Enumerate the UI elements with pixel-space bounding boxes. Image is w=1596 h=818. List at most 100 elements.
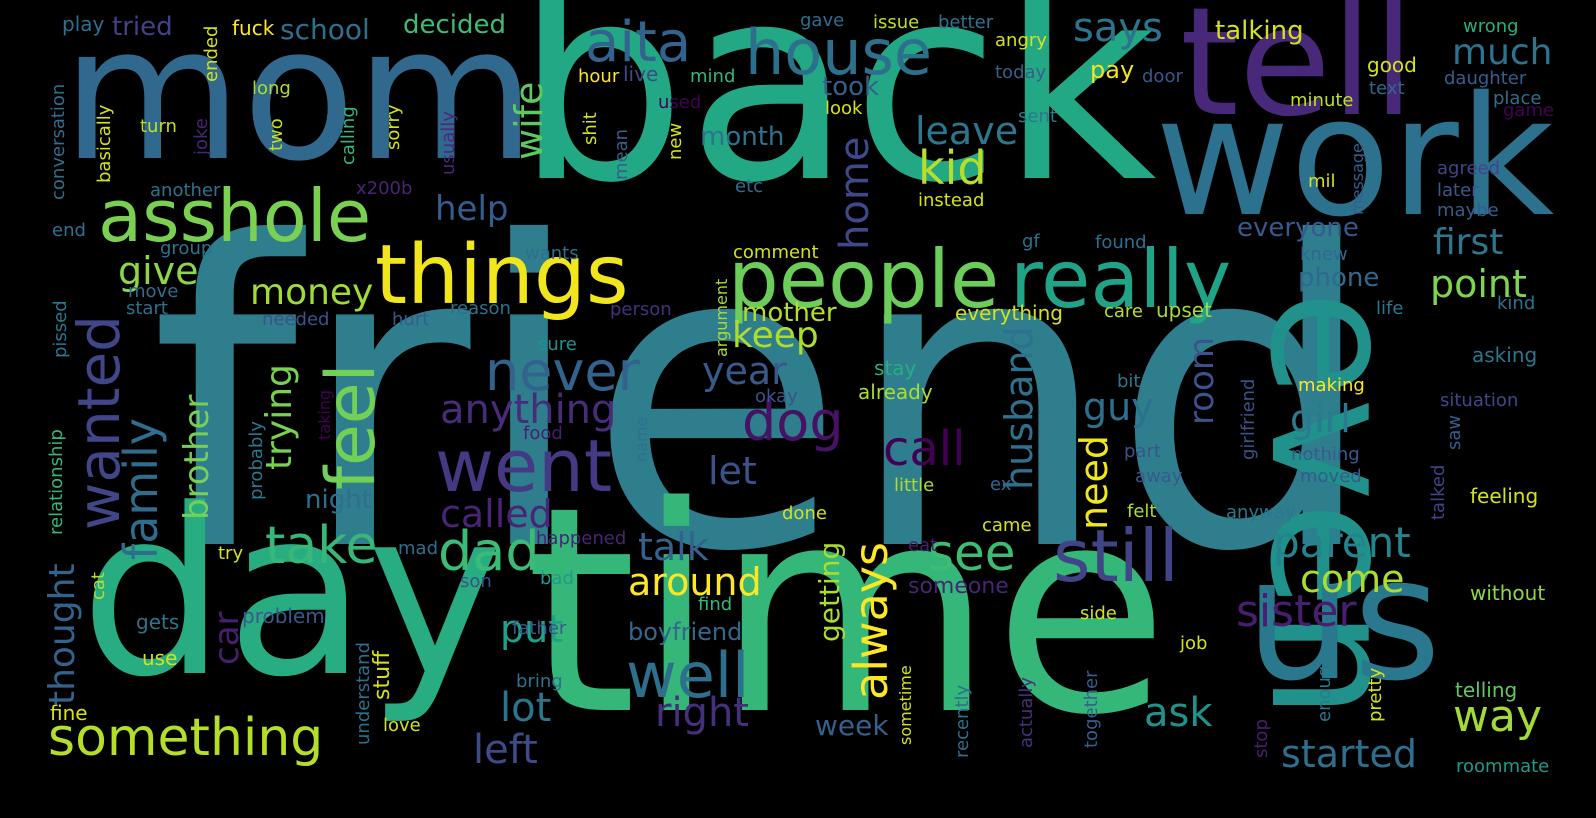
cloud-word-around: around: [628, 560, 762, 604]
cloud-word-later: later: [1437, 180, 1479, 201]
cloud-word-talking: talking: [1215, 16, 1304, 46]
cloud-word-need: need: [1072, 435, 1116, 530]
cloud-word-name: name: [632, 416, 651, 462]
cloud-word-take: take: [265, 516, 378, 576]
cloud-word-tell: tell: [1180, 0, 1415, 150]
cloud-word-used: used: [658, 92, 702, 113]
cloud-word-ask: ask: [1144, 690, 1213, 736]
cloud-word-eat: eat: [908, 535, 938, 556]
cloud-word-joke: joke: [191, 118, 212, 155]
cloud-word-husband: husband: [997, 326, 1041, 490]
cloud-word-making: making: [1298, 375, 1365, 396]
cloud-word-anything: anything: [440, 387, 617, 433]
cloud-word-argument: argument: [712, 278, 731, 357]
cloud-word-fuck: fuck: [232, 16, 275, 40]
cloud-word-someone: someone: [908, 574, 1009, 599]
cloud-word-let: let: [708, 449, 757, 493]
cloud-word-telling: telling: [1455, 678, 1518, 702]
cloud-word-hour: hour: [578, 66, 620, 87]
cloud-word-usually: usually: [438, 111, 459, 175]
cloud-word-took: took: [822, 72, 880, 102]
cloud-word-everyone: everyone: [1237, 213, 1359, 243]
cloud-word-stop: stop: [1251, 719, 1272, 758]
cloud-word-keep: keep: [732, 315, 819, 356]
cloud-word-sent: sent: [1018, 106, 1057, 127]
cloud-word-feeling: feeling: [1470, 484, 1539, 508]
cloud-word-come: come: [1300, 557, 1405, 601]
cloud-word-give: give: [118, 249, 199, 293]
cloud-word-fine: fine: [50, 701, 88, 725]
cloud-word-maybe: maybe: [1437, 200, 1499, 221]
cloud-word-good: good: [1367, 53, 1417, 77]
cloud-word-better: better: [938, 12, 994, 33]
cloud-word-new: new: [665, 122, 686, 160]
cloud-word-side: side: [1080, 603, 1117, 624]
cloud-word-well: well: [626, 639, 750, 712]
cloud-word-came: came: [982, 515, 1032, 536]
cloud-word-son: son: [460, 571, 492, 592]
cloud-word-already: already: [858, 380, 933, 404]
cloud-word-taking: taking: [315, 389, 334, 440]
cloud-word-house: house: [745, 16, 932, 89]
cloud-word-really: really: [1010, 233, 1232, 326]
cloud-word-hurt: hurt: [392, 309, 430, 330]
cloud-word-asshole: asshole: [98, 174, 372, 258]
cloud-word-school: school: [280, 13, 370, 46]
cloud-word-always: always: [844, 542, 898, 700]
cloud-word-bit: bit: [1117, 371, 1141, 392]
cloud-word-never: never: [485, 340, 640, 403]
cloud-word-kid: kid: [918, 141, 987, 195]
cloud-word-says: says: [1073, 5, 1163, 51]
cloud-word-still: still: [1053, 514, 1179, 598]
cloud-word-asking: asking: [1472, 343, 1538, 367]
cloud-word-minute: minute: [1290, 90, 1354, 111]
cloud-word-text: text: [1369, 78, 1405, 99]
cloud-word-angry: angry: [995, 30, 1047, 51]
cloud-word-cat: cat: [88, 572, 109, 600]
cloud-word-mean: mean: [611, 128, 632, 180]
cloud-word-group: group: [160, 238, 213, 259]
cloud-word-move: move: [128, 281, 179, 302]
cloud-word-boyfriend: boyfriend: [628, 618, 743, 646]
cloud-word-week: week: [815, 709, 889, 742]
cloud-word-food: food: [523, 423, 563, 444]
cloud-word-pay: pay: [1090, 56, 1135, 84]
cloud-word-sorry: sorry: [383, 104, 404, 150]
cloud-word-started: started: [1281, 732, 1418, 776]
cloud-word-actually: actually: [1016, 676, 1037, 748]
cloud-word-found: found: [1095, 232, 1147, 253]
cloud-word-problem: problem: [242, 604, 325, 628]
cloud-word-gf: gf: [1022, 231, 1040, 252]
cloud-word-basically: basically: [94, 104, 115, 183]
cloud-word-nothing: nothing: [1291, 444, 1360, 465]
cloud-word-leave: leave: [915, 109, 1019, 153]
cloud-word-way: way: [1453, 691, 1542, 742]
cloud-word-bad: bad: [540, 568, 574, 589]
cloud-word-getting: getting: [813, 541, 846, 642]
cloud-word-talked: talked: [1428, 464, 1449, 520]
cloud-word-life: life: [1376, 298, 1404, 319]
cloud-word-instead: instead: [918, 190, 985, 211]
cloud-word-everything: everything: [955, 301, 1063, 325]
cloud-word-mil: mil: [1308, 171, 1336, 192]
cloud-word-night: night: [305, 485, 372, 515]
cloud-word-family: family: [114, 418, 168, 560]
cloud-word-door: door: [1142, 66, 1183, 87]
cloud-word-two: two: [266, 118, 287, 151]
cloud-word-kind: kind: [1497, 293, 1536, 314]
cloud-word-done: done: [782, 503, 827, 524]
cloud-word-call: call: [883, 421, 966, 477]
cloud-word-issue: issue: [873, 12, 920, 33]
cloud-word-lot: lot: [500, 685, 552, 731]
cloud-word-conversation: conversation: [48, 83, 69, 200]
cloud-word-stay: stay: [874, 356, 917, 380]
cloud-word-girlfriend: girlfriend: [1238, 378, 1259, 460]
cloud-word-went: went: [435, 424, 613, 508]
cloud-word-thought: thought: [42, 563, 83, 705]
cloud-word-talk: talk: [638, 525, 709, 569]
cloud-word-start: start: [126, 298, 168, 319]
cloud-word-tried: tried: [112, 12, 173, 42]
cloud-word-needed: needed: [262, 309, 330, 330]
cloud-word-enough: enough: [1314, 654, 1335, 722]
